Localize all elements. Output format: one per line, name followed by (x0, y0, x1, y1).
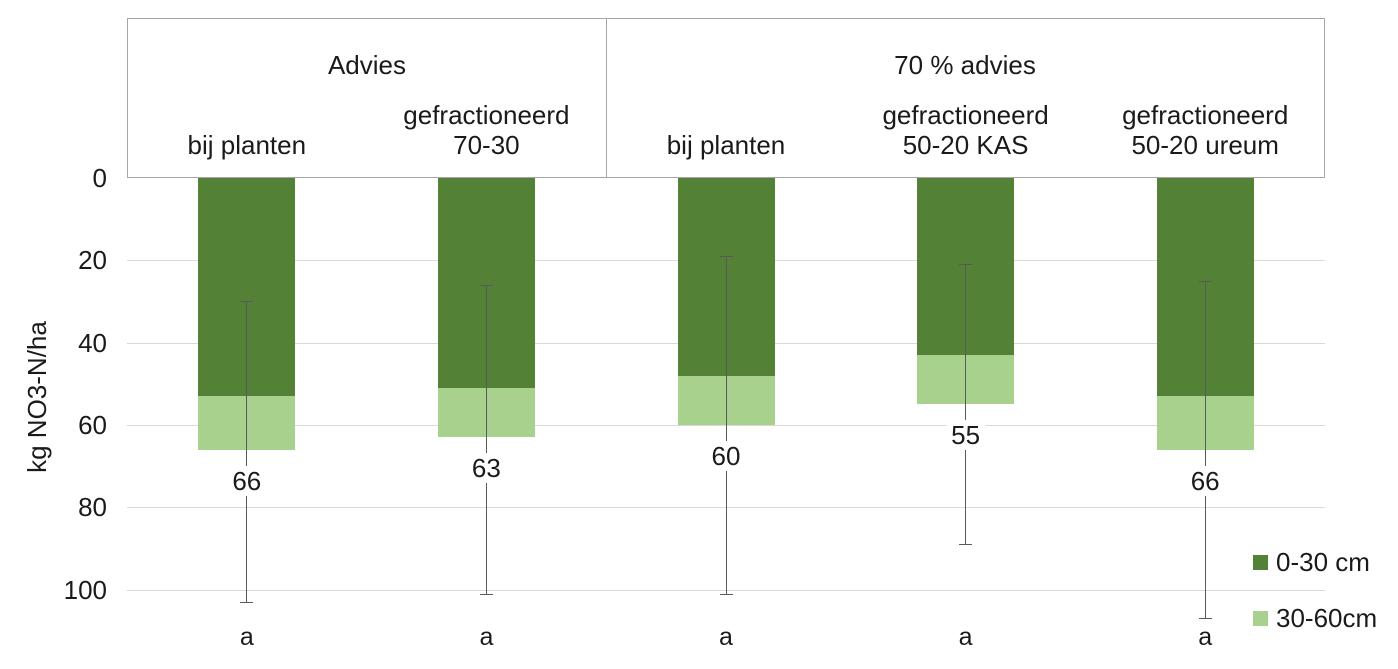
data-label-col3: 60 (706, 440, 746, 471)
error-bar-line-col3 (725, 256, 727, 594)
error-bar-line-col5 (1204, 280, 1206, 619)
y-tick-label-60: 60 (78, 409, 107, 440)
legend-label-0-30cm: 0-30 cm (1276, 547, 1370, 577)
category-label-col5: gefractioneerd 50-20 ureum (1122, 100, 1289, 160)
category-label-col2: gefractioneerd 70-30 (403, 100, 570, 160)
error-bar-cap-top-col3 (719, 256, 733, 258)
error-bar-cap-bottom-col4 (959, 544, 973, 546)
significance-letter-col3: a (719, 623, 733, 651)
legend-label-30-60cm: 30-60cm (1276, 603, 1378, 633)
legend-entry-0-30cm: 0-30 cm (1253, 547, 1370, 577)
y-axis-title: kg NO3-N/ha (22, 321, 52, 473)
significance-letter-col2: a (479, 623, 494, 651)
error-bar-line-col2 (485, 285, 487, 594)
error-bar-line-col1 (246, 301, 248, 602)
error-bar-cap-top-col5 (1198, 280, 1212, 282)
error-bar-cap-bottom-col1 (240, 601, 254, 603)
header-group-divider (606, 19, 607, 177)
error-bar-cap-top-col2 (479, 285, 493, 286)
significance-letter-col4: a (958, 623, 973, 651)
legend-color-swatch-30-60cm-icon (1253, 610, 1268, 626)
data-label-col5: 66 (1185, 465, 1225, 496)
error-bar-cap-bottom-col2 (479, 593, 493, 595)
category-label-col3: bij planten (666, 130, 786, 160)
legend-color-swatch-0-30cm-icon (1253, 554, 1268, 570)
significance-letter-col5: a (1198, 623, 1213, 651)
y-tick-label-80: 80 (78, 492, 107, 523)
group-title-advies: Advies (327, 50, 407, 80)
y-tick-label-100: 100 (63, 574, 107, 605)
y-tick-label-0: 0 (92, 163, 107, 193)
error-bar-cap-top-col1 (240, 301, 254, 303)
y-tick-label-40: 40 (78, 327, 107, 358)
significance-letter-col1: a (239, 623, 254, 651)
y-tick-label-20: 20 (78, 245, 107, 276)
category-label-col1: bij planten (187, 130, 307, 160)
group-title-70-percent-advies: 70 % advies (894, 50, 1036, 80)
error-bar-line-col4 (965, 264, 967, 545)
category-label-col4: gefractioneerd 50-20 KAS (882, 100, 1049, 160)
error-bar-cap-bottom-col5 (1198, 618, 1212, 620)
data-label-col2: 63 (466, 453, 506, 484)
category-header-box: Advies 70 % advies (127, 18, 1325, 178)
data-label-col1: 66 (227, 465, 267, 496)
error-bar-cap-bottom-col3 (719, 593, 733, 595)
data-label-col4: 55 (946, 420, 986, 451)
legend-entry-30-60cm: 30-60cm (1253, 603, 1377, 633)
error-bar-cap-top-col4 (959, 264, 973, 266)
